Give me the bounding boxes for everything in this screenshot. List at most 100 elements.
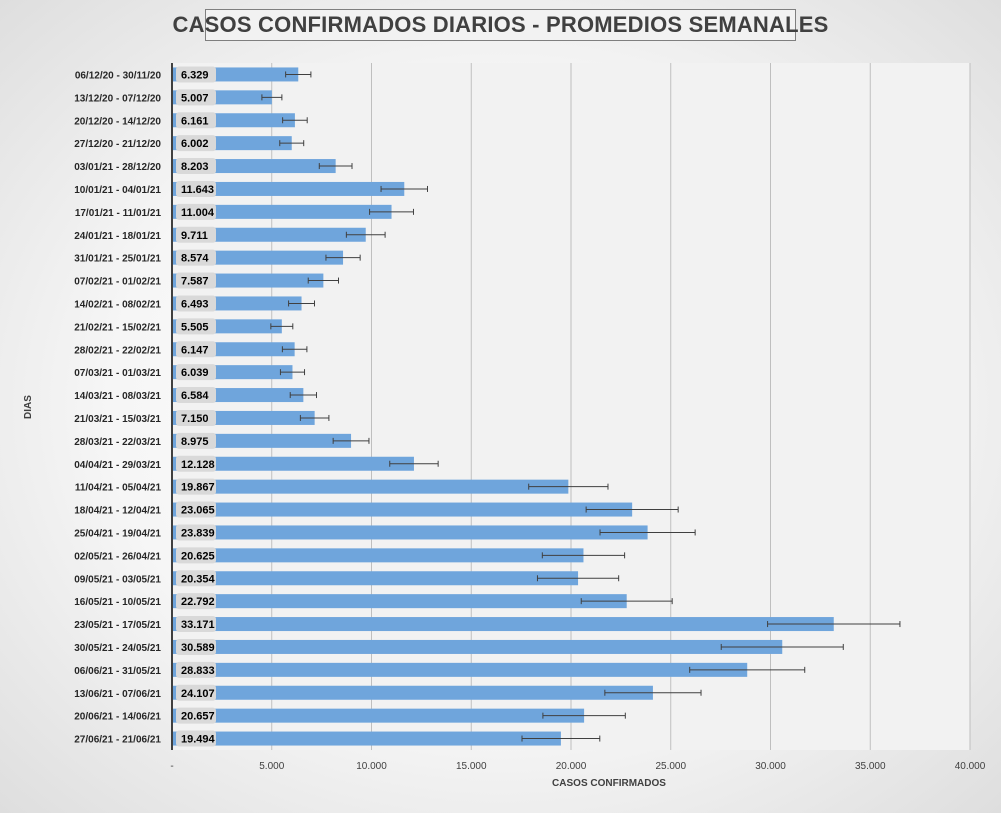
value-label-box: [176, 295, 216, 312]
value-label-box: [176, 501, 216, 518]
value-label-box: [176, 707, 216, 724]
value-label: 11.643: [181, 184, 214, 196]
value-label-box: [176, 226, 216, 243]
x-tick-label: 40.000: [955, 761, 986, 772]
bar: [172, 548, 584, 563]
gridlines: [271, 63, 971, 750]
value-label: 8.975: [181, 436, 209, 448]
category-label: 14/02/21 - 08/02/21: [74, 299, 161, 310]
value-label: 6.584: [181, 390, 209, 402]
x-tick-label: 10.000: [356, 761, 387, 772]
value-label: 8.203: [181, 161, 209, 173]
bar: [172, 204, 392, 219]
category-label: 21/03/21 - 15/03/21: [74, 414, 161, 425]
bar: [172, 571, 579, 586]
value-label-box: [176, 570, 216, 587]
value-label: 5.505: [181, 321, 209, 333]
value-label-box: [176, 409, 216, 426]
value-label: 8.574: [181, 253, 209, 265]
category-label: 31/01/21 - 25/01/21: [74, 254, 161, 265]
value-label-box: [176, 593, 216, 610]
value-label-box: [176, 364, 216, 381]
category-label: 20/06/21 - 14/06/21: [74, 712, 161, 723]
category-label: 24/01/21 - 18/01/21: [74, 231, 161, 242]
bar: [172, 685, 653, 700]
category-label: 20/12/20 - 14/12/20: [74, 116, 161, 127]
category-label: 07/03/21 - 01/03/21: [74, 368, 161, 379]
category-label: 28/03/21 - 22/03/21: [74, 437, 161, 448]
value-label: 6.147: [181, 344, 209, 356]
value-label-box: [176, 249, 216, 266]
bar: [172, 433, 352, 448]
value-label: 7.587: [181, 276, 209, 288]
category-label: 02/05/21 - 26/04/21: [74, 551, 161, 562]
value-label-box: [176, 661, 216, 678]
value-label: 11.004: [181, 207, 215, 219]
category-label: 07/02/21 - 01/02/21: [74, 277, 161, 288]
value-label: 19.867: [181, 482, 215, 494]
bar: [172, 479, 569, 494]
category-label: 28/02/21 - 22/02/21: [74, 345, 161, 356]
value-label: 24.107: [181, 688, 215, 700]
bar: [172, 181, 405, 196]
value-label-box: [176, 318, 216, 335]
value-label-box: [176, 478, 216, 495]
x-tick-label: 30.000: [755, 761, 786, 772]
value-label: 20.354: [181, 573, 216, 585]
bar: [172, 525, 648, 540]
value-label: 20.625: [181, 550, 215, 562]
category-label: 06/06/21 - 31/05/21: [74, 666, 161, 677]
value-label-box: [176, 387, 216, 404]
value-label-box: [176, 203, 216, 220]
value-label-box: [176, 638, 216, 655]
x-tick-label: -: [170, 761, 173, 772]
value-label-box: [176, 341, 216, 358]
bar: [172, 639, 783, 654]
category-label: 18/04/21 - 12/04/21: [74, 506, 161, 517]
category-label: 06/12/20 - 30/11/20: [75, 70, 162, 81]
value-label: 20.657: [181, 711, 215, 723]
bar: [172, 708, 585, 723]
bar: [172, 731, 561, 746]
value-label-box: [176, 112, 216, 129]
category-label: 25/04/21 - 19/04/21: [74, 528, 161, 539]
x-tick-label: 5.000: [259, 761, 284, 772]
value-label-box: [176, 432, 216, 449]
value-label-box: [176, 524, 216, 541]
category-label: 13/06/21 - 07/06/21: [74, 689, 161, 700]
value-label-box: [176, 616, 216, 633]
category-label: 09/05/21 - 03/05/21: [74, 574, 161, 585]
value-label: 6.329: [181, 69, 209, 81]
value-label: 23.065: [181, 505, 215, 517]
bar: [172, 594, 627, 609]
chart-title: CASOS CONFIRMADOS DIARIOS - PROMEDIOS SE…: [173, 9, 828, 41]
value-label-box: [176, 272, 216, 289]
value-label: 6.493: [181, 298, 209, 310]
value-label: 6.002: [181, 138, 209, 150]
bar: [172, 662, 748, 677]
value-label: 9.711: [181, 230, 208, 242]
value-label: 30.589: [181, 642, 215, 654]
value-label: 6.161: [181, 115, 209, 127]
category-label: 30/05/21 - 24/05/21: [74, 643, 161, 654]
value-label: 19.494: [181, 734, 216, 746]
bar: [172, 502, 633, 517]
category-label: 04/04/21 - 29/03/21: [74, 460, 161, 471]
value-label-box: [176, 684, 216, 701]
bar: [172, 456, 414, 471]
category-label: 14/03/21 - 08/03/21: [74, 391, 161, 402]
value-label: 33.171: [181, 619, 215, 631]
x-tick-labels: - 5.000 10.000 15.000 20.000 25.000 30.000 35.0…: [170, 761, 985, 772]
value-label-box: [176, 66, 216, 83]
category-label: 27/12/20 - 21/12/20: [74, 139, 161, 150]
value-label: 5.007: [181, 92, 209, 104]
category-label: 16/05/21 - 10/05/21: [74, 597, 161, 608]
value-label: 23.839: [181, 527, 215, 539]
value-label-box: [176, 135, 216, 152]
value-label: 12.128: [181, 459, 215, 471]
x-tick-label: 25.000: [655, 761, 686, 772]
value-label-box: [176, 89, 216, 106]
x-tick-label: 35.000: [855, 761, 886, 772]
value-label: 6.039: [181, 367, 209, 379]
